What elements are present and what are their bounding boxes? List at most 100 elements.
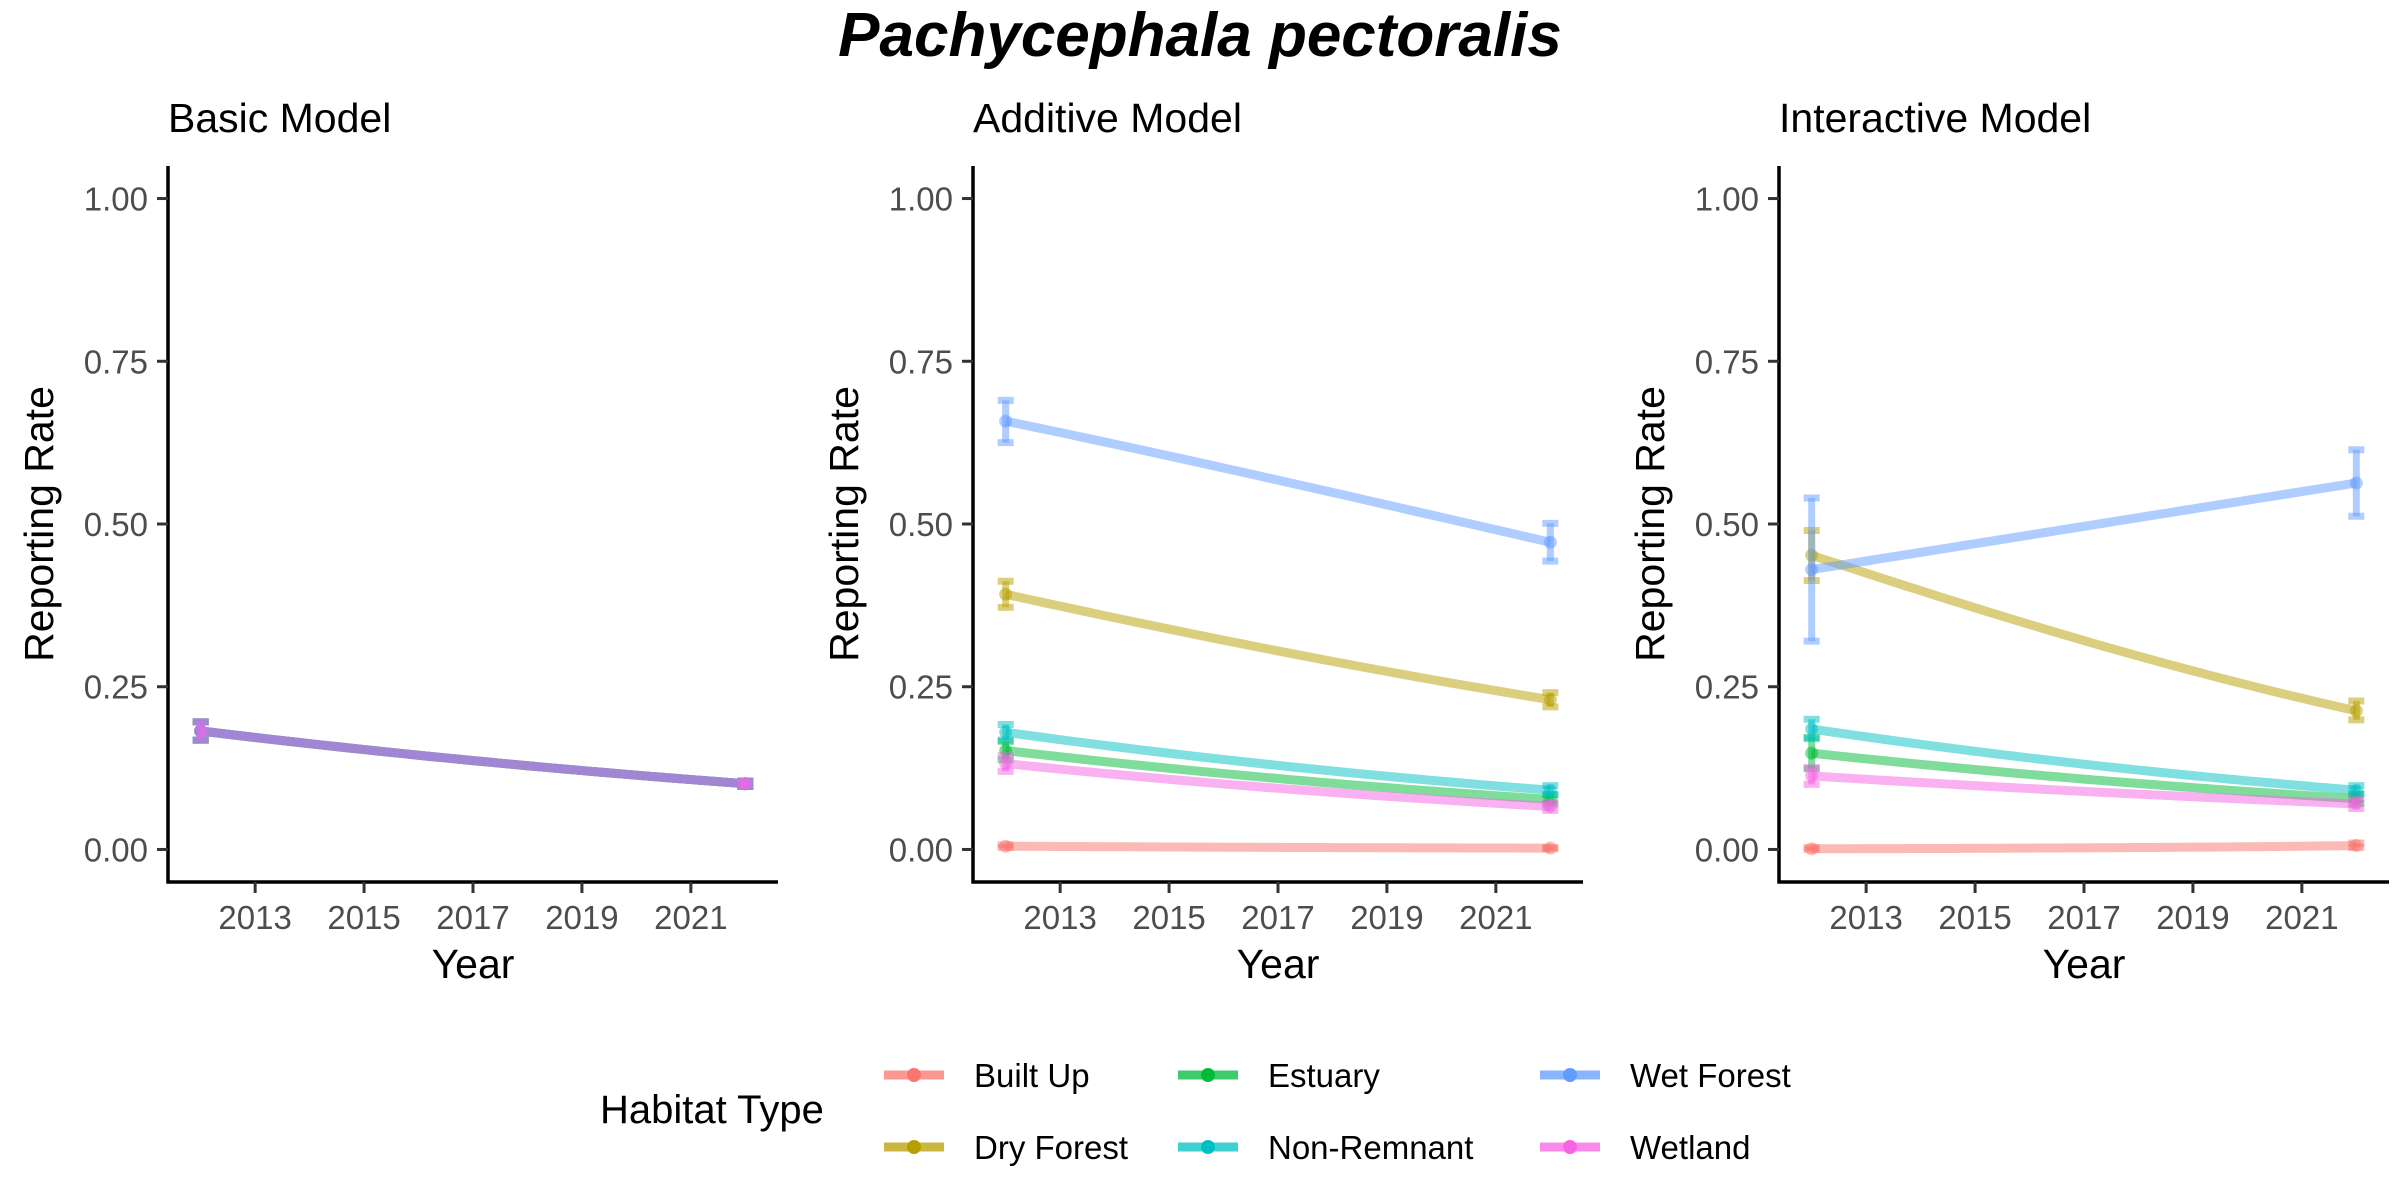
panel2-y-axis-title: Reporting Rate xyxy=(821,386,867,662)
legend-title: Habitat Type xyxy=(600,1088,824,1132)
panel2-built-up-series xyxy=(997,839,1559,855)
panel3-wet-forest-series xyxy=(1803,446,2365,645)
legend-item-non-remnant: Non-Remnant xyxy=(1178,1129,1473,1166)
panel3-wetland-series xyxy=(1803,763,2365,812)
panel1-y-tick-label: 0.75 xyxy=(84,343,148,380)
panel1-wetland-series xyxy=(192,718,754,791)
legend: Habitat Type Built Up Dry Forest Estuary No… xyxy=(600,1057,1791,1166)
legend-key-point-non-remnant xyxy=(1201,1140,1215,1154)
panel2-y-tick-label: 0.25 xyxy=(889,669,953,706)
panel1-x-axis-title: Year xyxy=(432,941,515,987)
panel2-x-tick-label: 2015 xyxy=(1132,899,1205,936)
panel1-wetland-point xyxy=(194,724,208,738)
panel3-estuary-line xyxy=(1811,748,2357,804)
panel2-y-tick-label: 0.50 xyxy=(889,506,953,543)
panel2-wetland-point xyxy=(999,757,1013,771)
panel3-non-remnant-point xyxy=(2349,783,2363,797)
panel2-built-up-point xyxy=(999,839,1013,853)
panel3-y-tick-label: 1.00 xyxy=(1695,181,1759,218)
legend-label-built-up: Built Up xyxy=(974,1057,1090,1094)
panel3-dry-forest-point xyxy=(2349,704,2363,718)
panel2-x-tick-label: 2021 xyxy=(1459,899,1532,936)
panel3-y-tick-label: 0.25 xyxy=(1695,669,1759,706)
legend-key-point-wet-forest xyxy=(1563,1068,1577,1082)
panel1-wetland-point xyxy=(738,777,752,791)
panel3-y-axis-title: Reporting Rate xyxy=(1627,386,1673,662)
panel3-built-up-point xyxy=(1805,842,1819,856)
panel3-x-axis-title: Year xyxy=(2043,941,2126,987)
panel2-dry-forest-line xyxy=(1004,589,1552,705)
legend-item-estuary: Estuary xyxy=(1178,1057,1380,1094)
panel3-wetland-point xyxy=(2349,797,2363,811)
panel3-wetland-line xyxy=(1811,771,2357,809)
panel-interactive-model: Interactive Model 0.00 0.25 0.50 0.75 1.00 201… xyxy=(1627,95,2389,987)
panel-basic-model: Basic Model 0.00 0.25 0.50 0.75 1.00 2013 2015 2… xyxy=(16,95,778,987)
panel1-y-tick-label: 1.00 xyxy=(84,181,148,218)
panel2-x-axis-title: Year xyxy=(1237,941,1320,987)
panel3-x-tick-label: 2013 xyxy=(1829,899,1902,936)
panel2-wet-forest-series xyxy=(997,396,1559,565)
panel3-non-remnant-point xyxy=(1805,722,1819,736)
legend-label-estuary: Estuary xyxy=(1268,1057,1380,1094)
panel2-dry-forest-series xyxy=(997,577,1559,711)
panel3-y-tick-label: 0.00 xyxy=(1695,831,1759,868)
panel3-title: Interactive Model xyxy=(1779,95,2091,141)
legend-item-dry-forest: Dry Forest xyxy=(884,1129,1128,1166)
panel2-wet-forest-point xyxy=(999,414,1013,428)
panel3-non-remnant-line xyxy=(1811,724,2357,795)
panel2-x-tick-label: 2017 xyxy=(1241,899,1314,936)
panel3-x-tick-label: 2019 xyxy=(2156,899,2229,936)
panel3-wet-forest-point xyxy=(1805,563,1819,577)
legend-key-point-estuary xyxy=(1201,1068,1215,1082)
panel2-x-tick-label: 2019 xyxy=(1350,899,1423,936)
panel3-wetland-point xyxy=(1805,769,1819,783)
figure-title: Pachycephala pectoralis xyxy=(838,1,1562,70)
panel1-x-tick-label: 2013 xyxy=(218,899,291,936)
panel2-wetland-point xyxy=(1543,799,1557,813)
legend-label-wetland: Wetland xyxy=(1630,1129,1750,1166)
legend-key-point-built-up xyxy=(907,1068,921,1082)
panel3-built-up-series xyxy=(1803,839,2365,856)
panel2-title: Additive Model xyxy=(973,95,1242,141)
panel2-non-remnant-point xyxy=(999,725,1013,739)
panel1-y-tick-label: 0.00 xyxy=(84,831,148,868)
panel3-wet-forest-line xyxy=(1810,478,2358,575)
legend-item-built-up: Built Up xyxy=(884,1057,1090,1094)
panel1-y-axis-title: Reporting Rate xyxy=(16,386,62,662)
panel3-built-up-line xyxy=(1811,841,2357,854)
panel2-estuary-line xyxy=(1005,746,1551,804)
legend-label-wet-forest: Wet Forest xyxy=(1630,1057,1791,1094)
panel2-wet-forest-point xyxy=(1543,535,1557,549)
legend-key-point-wetland xyxy=(1563,1140,1577,1154)
panel2-non-remnant-line xyxy=(1005,727,1551,795)
panel2-dry-forest-point xyxy=(1543,693,1557,707)
panel2-non-remnant-series xyxy=(997,720,1559,799)
panel3-x-tick-label: 2021 xyxy=(2265,899,2338,936)
legend-items: Built Up Dry Forest Estuary Non-Remnant Wet … xyxy=(884,1057,1791,1166)
panel3-x-tick-label: 2017 xyxy=(2047,899,2120,936)
panel3-estuary-point xyxy=(1805,746,1819,760)
panel2-wetland-series xyxy=(997,752,1559,814)
panel-additive-model: Additive Model 0.00 0.25 0.50 0.75 1.00 2013 20… xyxy=(821,95,1583,987)
panel1-title: Basic Model xyxy=(168,95,391,141)
panel2-non-remnant-point xyxy=(1543,783,1557,797)
panel1-x-tick-label: 2015 xyxy=(327,899,400,936)
legend-label-non-remnant: Non-Remnant xyxy=(1268,1129,1473,1166)
panel2-y-tick-label: 0.75 xyxy=(889,343,953,380)
panel2-wet-forest-line xyxy=(1004,416,1552,547)
legend-item-wet-forest: Wet Forest xyxy=(1540,1057,1791,1094)
legend-label-dry-forest: Dry Forest xyxy=(974,1129,1128,1166)
panel1-x-tick-label: 2019 xyxy=(545,899,618,936)
legend-key-point-dry-forest xyxy=(907,1140,921,1154)
panel3-x-tick-label: 2015 xyxy=(1938,899,2011,936)
panel3-non-remnant-series xyxy=(1803,715,2365,798)
panel2-y-tick-label: 1.00 xyxy=(889,181,953,218)
panel1-x-tick-label: 2021 xyxy=(654,899,727,936)
panel2-dry-forest-point xyxy=(999,587,1013,601)
panel3-y-tick-label: 0.50 xyxy=(1695,506,1759,543)
panel3-dry-forest-line xyxy=(1810,550,2358,716)
panel3-built-up-point xyxy=(2349,839,2363,853)
legend-item-wetland: Wetland xyxy=(1540,1129,1750,1166)
panel1-x-tick-label: 2017 xyxy=(436,899,509,936)
